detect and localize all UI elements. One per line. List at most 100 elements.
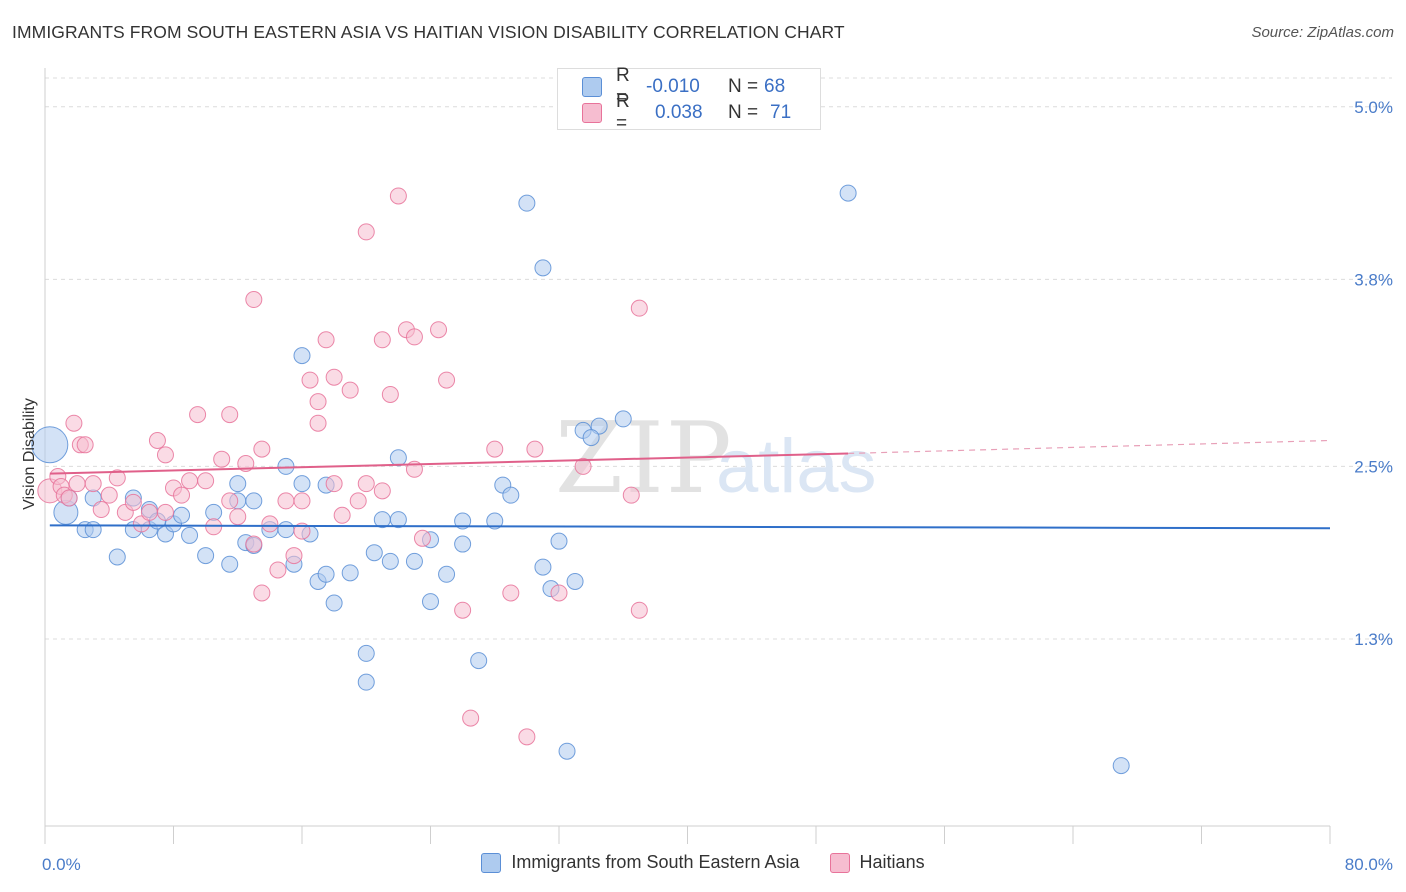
data-point-haitians [108,469,126,487]
data-point-haitians [357,475,375,493]
stats-swatch-blue [582,77,602,97]
data-point-haitians [253,440,271,458]
data-point-haitians [124,493,142,511]
data-point-immigrants [357,644,375,662]
data-point-immigrants [839,184,857,202]
data-point-haitians [430,321,448,339]
data-point-haitians [373,482,391,500]
data-point-haitians [293,522,311,540]
data-point-haitians [502,584,520,602]
data-point-haitians [253,584,271,602]
data-point-haitians [92,501,110,519]
data-point-immigrants [470,652,488,670]
data-point-haitians [518,728,536,746]
data-point-haitians [622,486,640,504]
grid-lines [45,77,1392,640]
data-point-haitians [261,515,279,533]
data-point-haitians [341,381,359,399]
data-point-immigrants [405,552,423,570]
data-point-haitians [526,440,544,458]
n-value: 71 [770,102,792,123]
data-point-immigrants [389,511,407,529]
n-label: N = [728,76,759,97]
trend-line-haitians-extension [848,439,1331,455]
source-label: Source: ZipAtlas.com [1251,24,1394,41]
data-point-haitians [140,503,158,521]
data-point-immigrants [590,417,608,435]
data-point-haitians [317,331,335,349]
legend-swatch-blue [481,852,502,873]
data-point-immigrants [502,486,520,504]
data-point-immigrants [422,593,439,611]
data-point-haitians [285,547,303,565]
n-label: N = [728,102,759,123]
r-value: -0.010 [646,76,700,97]
stats-swatch-pink [582,103,602,123]
r-value: 0.038 [655,102,703,123]
data-point-haitians [197,472,215,490]
data-point-immigrants [566,572,584,590]
trend-line-immigrants [49,524,1331,530]
data-point-haitians [309,414,327,432]
data-point-haitians [486,440,504,458]
legend-label-immigrants: Immigrants from South Eastern Asia [511,852,800,872]
data-point-haitians [381,385,399,403]
series-haitians [37,187,648,746]
y-tick-label: 1.3% [1354,630,1393,649]
r-label: R = [616,65,630,108]
data-point-haitians [269,561,287,579]
data-point-haitians [309,393,327,411]
n-value: 68 [764,76,786,97]
data-point-haitians [349,492,367,510]
data-point-immigrants [229,475,247,493]
data-point-haitians [357,223,375,241]
data-point-immigrants [438,565,456,583]
data-point-immigrants [181,526,199,544]
data-point-haitians [60,489,78,507]
y-tick-label: 5.0% [1354,98,1393,117]
data-point-immigrants [108,548,126,566]
data-point-haitians [293,492,311,510]
data-point-haitians [173,486,191,504]
data-point-immigrants [293,347,311,365]
data-point-immigrants [277,521,295,539]
data-point-haitians [132,515,150,533]
data-point-immigrants [518,194,536,212]
data-point-haitians [462,709,480,727]
data-point-immigrants [365,544,383,562]
data-point-haitians [237,455,255,473]
data-point-haitians [76,436,94,454]
data-point-haitians [454,601,472,619]
data-point-haitians [325,368,343,386]
chart-title: IMMIGRANTS FROM SOUTH EASTERN ASIA VS HA… [12,22,845,42]
data-point-haitians [245,291,263,309]
data-point-haitians [405,328,423,346]
data-point-immigrants [534,558,552,576]
data-point-immigrants [245,492,263,510]
stats-row-pink: R = 0.038 N = 71 [582,91,792,134]
data-point-haitians [156,503,174,521]
data-point-immigrants [582,429,600,447]
data-point-haitians [65,414,83,432]
data-point-immigrants [325,594,343,612]
r-label: R = [616,91,630,134]
data-point-haitians [156,446,174,464]
data-point-immigrants [381,552,399,570]
watermark-atlas: atlas [716,424,877,509]
data-point-haitians [277,492,295,510]
trend-lines [49,439,1331,530]
trend-line-haitians [49,452,849,475]
y-tick-label: 2.5% [1354,457,1393,476]
data-point-haitians [389,187,407,205]
data-point-immigrants [534,259,552,277]
data-point-haitians [221,492,239,510]
data-point-haitians [181,472,199,490]
data-point-immigrants [205,503,223,521]
stats-legend: R = -0.010 N = 68 R = 0.038 N = 71 [557,65,821,134]
x-tick-label: 0.0% [42,855,81,874]
data-point-haitians [550,584,568,602]
data-point-haitians [213,450,231,468]
legend-item-immigrants: Immigrants from South Eastern Asia [481,852,800,873]
data-point-immigrants [277,457,295,475]
data-point-haitians [438,371,456,389]
